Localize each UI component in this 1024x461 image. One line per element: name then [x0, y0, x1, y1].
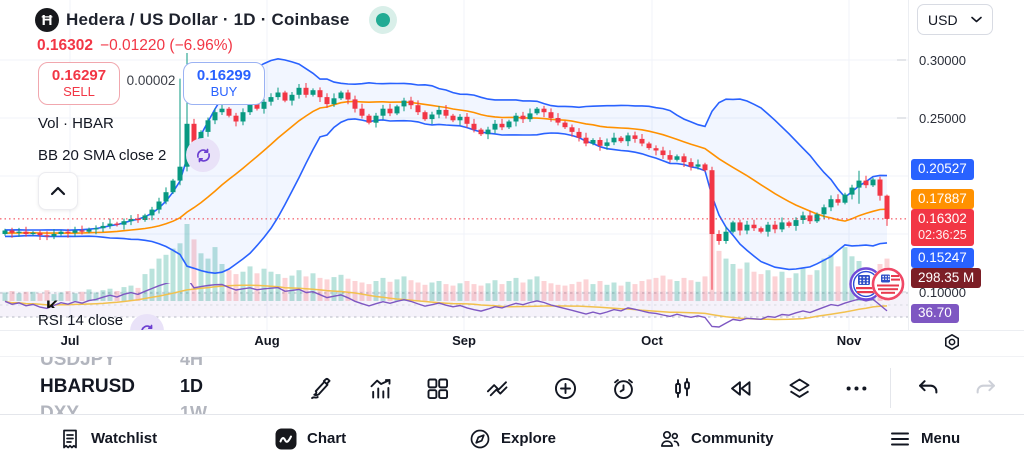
collapse-panel-button[interactable]: [38, 172, 78, 210]
nav-item-watchlist[interactable]: Watchlist: [58, 415, 157, 461]
undo-icon[interactable]: [912, 372, 944, 404]
price-tick-label: 0.30000: [919, 53, 966, 68]
time-label: Jul: [60, 333, 80, 348]
nav-item-community[interactable]: Community: [658, 415, 774, 461]
time-label: Sep: [452, 333, 476, 348]
sell-price: 0.16297: [51, 67, 107, 85]
more-icon[interactable]: [840, 372, 872, 404]
buy-button[interactable]: 0.16299 BUY: [183, 62, 265, 105]
rsi-ma-line: [4, 284, 888, 321]
price-chip: 0.17887: [911, 189, 974, 209]
price-chip: 36.70: [911, 304, 959, 323]
nav-label: Explore: [501, 430, 557, 447]
bb-sync-icon[interactable]: [186, 138, 220, 172]
explore-icon: [468, 427, 492, 451]
layout-grid-icon[interactable]: [421, 372, 453, 404]
bb-lower: [5, 118, 888, 275]
wheel-symbol: HBARUSD: [40, 376, 135, 397]
price-chip: 0.16302 02:36:25: [911, 209, 974, 246]
chart-nav-icon: [274, 427, 298, 451]
settings-icon[interactable]: [938, 329, 966, 355]
bb-indicator-label[interactable]: BB 20 SMA close 2: [38, 147, 167, 164]
us-flag-icon[interactable]: [871, 267, 905, 301]
rsi-line: [4, 283, 888, 328]
wheel-row-hbarusd[interactable]: HBARUSD 1D: [40, 376, 260, 398]
wheel-row-usdjpy[interactable]: USDJPY 4H: [40, 356, 260, 371]
nav-item-menu[interactable]: Menu: [888, 415, 960, 461]
nav-label: Watchlist: [91, 430, 158, 447]
candles: [2, 53, 890, 290]
wheel-fade: [138, 375, 180, 401]
time-label: Aug: [254, 333, 280, 348]
wheel-interval: 4H: [180, 356, 204, 369]
price-tick-label: 0.10000: [919, 285, 966, 300]
watchlist-icon: [58, 427, 82, 451]
sell-button[interactable]: 0.16297 SELL: [38, 62, 120, 105]
chevron-down-icon: [971, 16, 982, 23]
draw-icon[interactable]: [304, 372, 336, 404]
axis-divider: [908, 0, 909, 356]
nav-label: Community: [691, 430, 774, 447]
chip-value: 0.20527: [918, 161, 967, 177]
symbol-title[interactable]: Hedera / US Dollar · 1D · Coinbase: [66, 10, 350, 29]
clipped-k-artifact: K: [46, 297, 59, 308]
chip-value: 0.17887: [918, 190, 967, 206]
chart-toolbar: USDJPY 4H HBARUSD 1D DXY 1W: [0, 356, 1024, 414]
trend-zigzag-icon[interactable]: [481, 372, 513, 404]
price-row: 0.16302 −0.01220 (−6.96%): [37, 37, 233, 55]
bar-pattern-icon[interactable]: [666, 372, 698, 404]
chip-value: 0.15247: [918, 249, 967, 265]
buy-label: BUY: [210, 83, 238, 99]
event-flags[interactable]: [848, 266, 906, 302]
rsi-indicator-label[interactable]: RSI 14 close: [38, 312, 123, 330]
add-circle-icon[interactable]: [549, 372, 581, 404]
toolbar-divider: [890, 368, 891, 408]
spread-value: 0.00002: [126, 73, 176, 88]
last-price: 0.16302: [37, 37, 94, 54]
rewind-icon[interactable]: [724, 372, 756, 404]
chip-value: 0.16302: [918, 211, 967, 227]
nav-label: Menu: [921, 430, 961, 447]
price-tick-label: 0.25000: [919, 111, 966, 126]
nav-item-chart[interactable]: Chart: [274, 415, 346, 461]
market-status-icon: [369, 6, 397, 34]
wheel-interval: 1W: [180, 403, 207, 414]
time-axis[interactable]: [0, 330, 1024, 357]
price-change: −0.01220 (−6.96%): [100, 37, 233, 54]
price-chip: 0.15247: [911, 248, 974, 268]
nav-label: Chart: [307, 430, 347, 447]
indicators-icon[interactable]: [364, 372, 396, 404]
chip-value: 298.35 M: [918, 269, 975, 285]
menu-icon: [888, 427, 912, 451]
time-label: Oct: [641, 333, 663, 348]
price-chip: 0.20527: [911, 159, 974, 180]
hedera-logo-icon: Ħ: [35, 8, 59, 32]
wheel-interval: 1D: [180, 376, 204, 396]
currency-value: USD: [928, 11, 958, 28]
time-label: Nov: [836, 333, 862, 348]
rsi-label-text: RSI 14 close: [38, 312, 124, 329]
chip-countdown: 02:36:25: [918, 228, 967, 243]
community-icon: [658, 427, 682, 451]
bb-fill: [5, 58, 887, 274]
layers-icon[interactable]: [783, 372, 815, 404]
alert-clock-icon[interactable]: [607, 372, 639, 404]
chip-value: 36.70: [918, 305, 952, 321]
wheel-symbol: USDJPY: [40, 356, 117, 370]
buy-price: 0.16299: [196, 67, 252, 85]
redo-icon[interactable]: [969, 372, 1001, 404]
nav-item-explore[interactable]: Explore: [468, 415, 556, 461]
wheel-symbol: DXY: [40, 403, 80, 414]
wheel-row-dxy[interactable]: DXY 1W: [40, 403, 260, 414]
price-chip: 298.35 M: [911, 268, 982, 288]
sell-label: SELL: [63, 83, 95, 99]
bottom-nav: Watchlist Chart Explore Community Menu: [0, 414, 1024, 461]
volume-indicator-label[interactable]: Vol · HBAR: [38, 115, 114, 132]
currency-select[interactable]: USD: [917, 4, 993, 35]
